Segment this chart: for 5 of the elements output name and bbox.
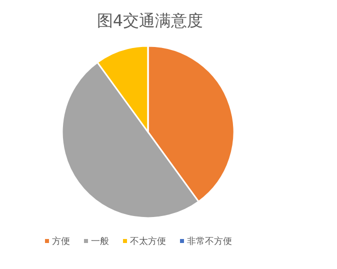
title: 图4交通满意度 [96, 11, 204, 30]
legend-label: 方便 [52, 236, 70, 247]
legend-label: 一般 [91, 236, 109, 247]
legend-label: 非常不方便 [187, 236, 232, 247]
legend-label: 不太方便 [130, 236, 166, 247]
